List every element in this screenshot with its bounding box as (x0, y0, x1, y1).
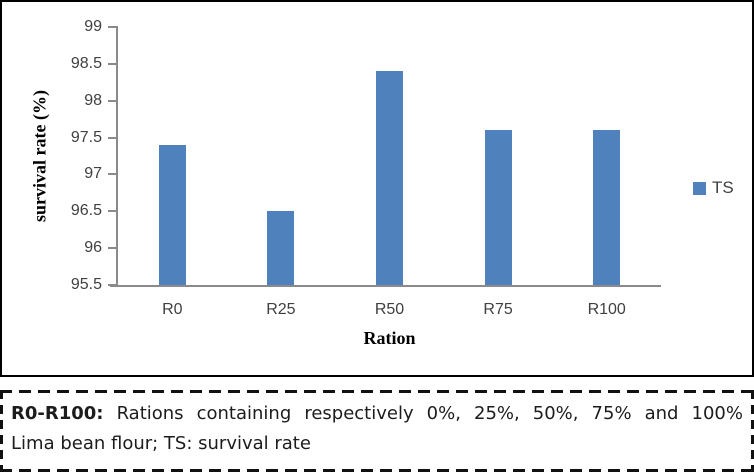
y-tick-mark-96.5 (108, 210, 116, 213)
y-tick-mark-97.5 (108, 136, 116, 139)
y-tick-label-99: 99 (84, 18, 102, 35)
y-tick-mark-95.5 (108, 284, 116, 286)
legend: TS (693, 178, 734, 198)
y-tick-mark-98 (108, 99, 116, 102)
note-line-2: Lima bean flour; TS: survival rate (11, 433, 311, 454)
note-box: R0-R100: Rations containing respectively… (0, 390, 754, 472)
x-tick-label-R75: R75 (483, 301, 513, 318)
y-tick-label-96.5: 96.5 (70, 202, 102, 220)
y-tick-label-98.5: 98.5 (70, 54, 102, 72)
x-axis-line (110, 285, 661, 287)
x-tick-label-R100: R100 (587, 301, 626, 318)
y-axis-line (116, 26, 118, 287)
bar-R25 (267, 211, 295, 285)
legend-label: TS (712, 178, 734, 197)
bar-R50 (376, 71, 403, 285)
y-tick-label-96: 96 (84, 239, 102, 257)
x-tick-label-R50: R50 (374, 301, 405, 318)
note-border-top (0, 390, 754, 393)
legend-swatch (693, 181, 706, 195)
plot-area: 99 98.5 98 97.5 97 96.5 96 95.5 R0 R25 R50 R75 R100 (2, 2, 752, 375)
y-tick-label-98: 98 (84, 91, 102, 109)
x-axis-title: Ration (363, 328, 416, 348)
y-tick-label-97: 97 (84, 165, 102, 183)
note-content: R0-R100: Rations containing respectively… (3, 393, 751, 469)
y-tick-label-97.5: 97.5 (70, 128, 102, 146)
y-tick-mark-97 (108, 173, 116, 176)
note-bold-prefix: R0-R100: (11, 403, 104, 424)
bar-R75 (484, 130, 512, 285)
x-tick-label-R0: R0 (162, 301, 183, 318)
note-border-bottom (0, 469, 754, 472)
bar-R0 (158, 144, 186, 285)
note-line-1-text: Rations containing respectively 0%, 25%,… (116, 403, 743, 424)
bar-R100 (593, 130, 621, 285)
y-tick-label-95.5: 95.5 (70, 276, 102, 293)
note-border-right (751, 390, 754, 472)
y-tick-mark-96 (108, 247, 116, 250)
note-line-1: R0-R100: Rations containing respectively… (11, 399, 743, 429)
y-tick-mark-98.5 (108, 62, 116, 65)
y-tick-mark-99 (108, 26, 116, 28)
note-border-left (0, 390, 3, 472)
y-axis-title: survival rate (%) (29, 90, 50, 222)
x-tick-label-R25: R25 (266, 301, 296, 318)
chart-frame: 99 98.5 98 97.5 97 96.5 96 95.5 R0 R25 R50 R75 R100 … (0, 0, 754, 377)
